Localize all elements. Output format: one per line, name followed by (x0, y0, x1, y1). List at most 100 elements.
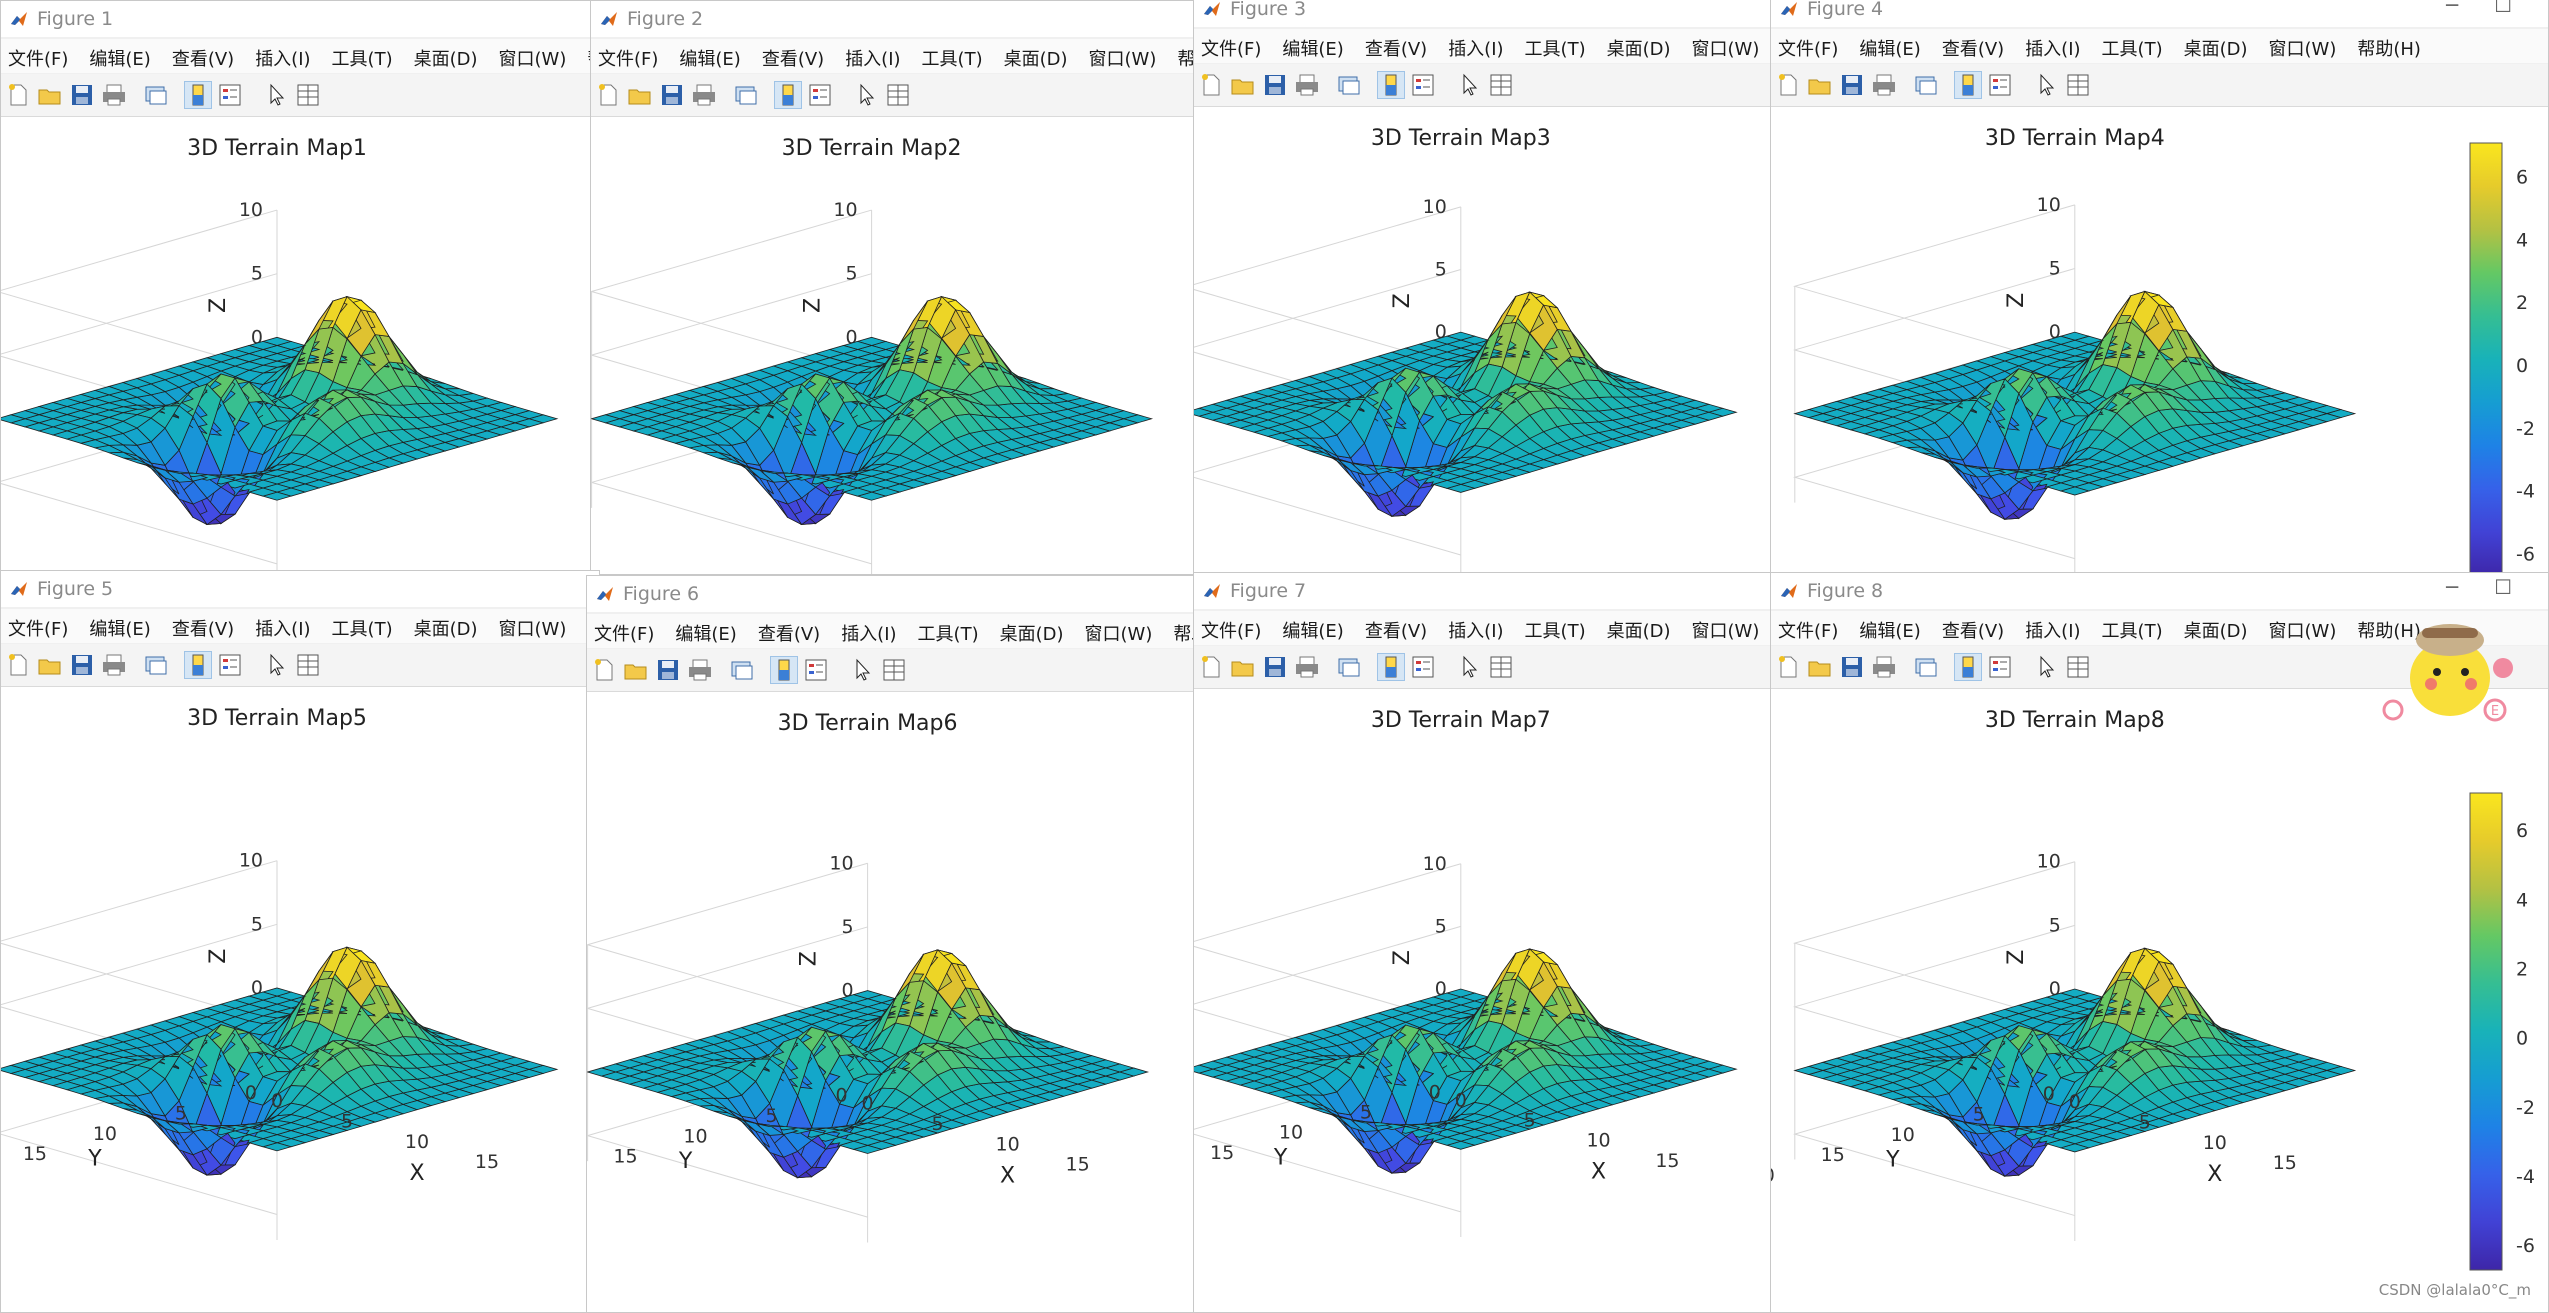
save-icon[interactable] (69, 82, 95, 108)
link-plot-icon[interactable] (143, 652, 169, 678)
legend-toggle-icon[interactable] (217, 82, 243, 108)
open-file-icon[interactable] (1807, 654, 1833, 680)
menu-item[interactable]: 帮助(H) (2357, 621, 2421, 642)
save-icon[interactable] (1262, 72, 1288, 98)
menu-item[interactable]: 编辑(E) (89, 619, 151, 640)
menu-item[interactable]: 窗口(W) (2268, 39, 2337, 60)
figure-window-1[interactable]: Figure 1 文件(F) 编辑(E) 查看(V) 插入(I) 工具(T) 桌面(D) 窗… (0, 0, 600, 575)
menu-item[interactable]: 编辑(E) (675, 624, 737, 645)
legend-toggle-icon[interactable] (217, 652, 243, 678)
new-figure-icon[interactable] (5, 652, 31, 678)
property-inspector-icon[interactable] (2065, 72, 2091, 98)
figure-window-7[interactable]: Figure 7 文件(F) 编辑(E) 查看(V) 插入(I) 工具(T) 桌面(D) 窗… (1193, 572, 1773, 1313)
terrain-surface[interactable] (1793, 290, 2357, 520)
pointer-cursor-icon[interactable] (849, 657, 875, 683)
menu-item[interactable]: 插入(I) (845, 49, 901, 70)
new-figure-icon[interactable] (1198, 72, 1224, 98)
link-plot-icon[interactable] (1913, 72, 1939, 98)
print-icon[interactable] (101, 82, 127, 108)
menu-item[interactable]: 文件(F) (598, 49, 659, 70)
menu-item[interactable]: 插入(I) (1448, 39, 1504, 60)
open-file-icon[interactable] (1230, 654, 1256, 680)
menu-item[interactable]: 文件(F) (1201, 39, 1262, 60)
colorbar-toggle-icon[interactable] (1377, 653, 1405, 681)
minimize-icon[interactable]: ─ (2445, 575, 2458, 599)
link-plot-icon[interactable] (729, 657, 755, 683)
colorbar-toggle-icon[interactable] (184, 651, 212, 679)
pointer-cursor-icon[interactable] (2033, 72, 2059, 98)
window-titlebar[interactable]: Figure 6 (587, 576, 1195, 612)
menu-item[interactable]: 工具(T) (2101, 621, 2163, 642)
property-inspector-icon[interactable] (881, 657, 907, 683)
surface-plot[interactable]: 3D Terrain Map81050-5Z05101505101520XY64… (1771, 689, 2549, 1313)
print-icon[interactable] (1294, 72, 1320, 98)
menu-item[interactable]: 桌面(D) (999, 624, 1064, 645)
menu-item[interactable]: 查看(V) (1941, 621, 2005, 642)
menu-item[interactable]: 文件(F) (8, 49, 69, 70)
axes-area[interactable]: 3D Terrain Map81050-5Z05101505101520XY64… (1771, 689, 2548, 1312)
colorbar-toggle-icon[interactable] (770, 656, 798, 684)
menu-item[interactable]: 窗口(W) (1084, 624, 1153, 645)
open-file-icon[interactable] (1230, 72, 1256, 98)
print-icon[interactable] (1871, 654, 1897, 680)
terrain-surface[interactable] (587, 949, 1150, 1179)
colorbar-toggle-icon[interactable] (1954, 653, 1982, 681)
link-plot-icon[interactable] (1336, 72, 1362, 98)
open-file-icon[interactable] (627, 82, 653, 108)
print-icon[interactable] (687, 657, 713, 683)
figure-window-3[interactable]: Figure 3 文件(F) 编辑(E) 查看(V) 插入(I) 工具(T) 桌面(D) 窗… (1193, 0, 1773, 575)
legend-toggle-icon[interactable] (1987, 72, 2013, 98)
menu-item[interactable]: 编辑(E) (1282, 621, 1344, 642)
colorbar-toggle-icon[interactable] (1377, 71, 1405, 99)
menu-item[interactable]: 桌面(D) (2183, 39, 2248, 60)
menu-item[interactable]: 工具(T) (331, 619, 393, 640)
link-plot-icon[interactable] (1913, 654, 1939, 680)
maximize-icon[interactable]: ☐ (2494, 575, 2512, 599)
new-figure-icon[interactable] (1198, 654, 1224, 680)
legend-toggle-icon[interactable] (1987, 654, 2013, 680)
window-titlebar[interactable]: Figure 7 (1194, 573, 1772, 609)
colorbar-toggle-icon[interactable] (184, 81, 212, 109)
property-inspector-icon[interactable] (2065, 654, 2091, 680)
legend-toggle-icon[interactable] (807, 82, 833, 108)
menu-item[interactable]: 插入(I) (1448, 621, 1504, 642)
menu-item[interactable]: 插入(I) (2025, 39, 2081, 60)
menu-item[interactable]: 窗口(W) (498, 619, 567, 640)
open-file-icon[interactable] (37, 652, 63, 678)
menu-item[interactable]: 窗口(W) (498, 49, 567, 70)
print-icon[interactable] (691, 82, 717, 108)
menu-item[interactable]: 帮助(H) (1173, 624, 1195, 645)
window-titlebar[interactable]: Figure 8 ─ ☐ (1771, 573, 2548, 609)
menu-item[interactable]: 查看(V) (1364, 621, 1428, 642)
pointer-cursor-icon[interactable] (1456, 654, 1482, 680)
menu-item[interactable]: 工具(T) (1524, 39, 1586, 60)
new-figure-icon[interactable] (1775, 72, 1801, 98)
save-icon[interactable] (69, 652, 95, 678)
colorbar-toggle-icon[interactable] (1954, 71, 1982, 99)
save-icon[interactable] (1262, 654, 1288, 680)
property-inspector-icon[interactable] (1488, 654, 1514, 680)
terrain-surface[interactable] (1793, 947, 2357, 1177)
menu-item[interactable]: 窗口(W) (1691, 621, 1760, 642)
menu-item[interactable]: 窗口(W) (1088, 49, 1157, 70)
save-icon[interactable] (655, 657, 681, 683)
window-titlebar[interactable]: Figure 4 ─ ☐ (1771, 0, 2548, 27)
menu-item[interactable]: 编辑(E) (1282, 39, 1344, 60)
menu-item[interactable]: 窗口(W) (1691, 39, 1760, 60)
menu-item[interactable]: 查看(V) (761, 49, 825, 70)
menu-item[interactable]: 查看(V) (757, 624, 821, 645)
property-inspector-icon[interactable] (885, 82, 911, 108)
save-icon[interactable] (1839, 654, 1865, 680)
menu-item[interactable]: 插入(I) (841, 624, 897, 645)
open-file-icon[interactable] (1807, 72, 1833, 98)
menu-item[interactable]: 工具(T) (1524, 621, 1586, 642)
menu-item[interactable]: 帮助(H) (2357, 39, 2421, 60)
open-file-icon[interactable] (623, 657, 649, 683)
